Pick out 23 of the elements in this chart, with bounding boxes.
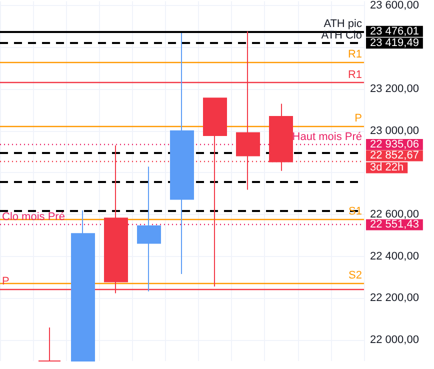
- ref-line-label: R1: [348, 69, 362, 82]
- y-tick-label: 23 000,00: [370, 124, 419, 137]
- candlestick: [170, 32, 194, 274]
- y-tick-label: 23 200,00: [370, 83, 419, 96]
- y-tick-label: 22 200,00: [370, 292, 419, 304]
- candlestick: [71, 210, 95, 362]
- y-tick-label: 23 476,01: [370, 25, 419, 38]
- ref-line-label: R1: [348, 48, 362, 61]
- y-tick-label: 22 400,00: [370, 250, 419, 262]
- ref-line-label: P: [354, 112, 362, 125]
- y-tick-label: 23 419,49: [370, 37, 419, 50]
- y-tick-label: 22 600,00: [370, 208, 419, 221]
- y-tick-label: 22 852,67 3d 22h: [370, 150, 419, 174]
- y-tick-label: 23 600,00: [370, 0, 419, 12]
- y-tick-label: 22 935,06: [370, 138, 419, 150]
- candlestick: [38, 327, 61, 362]
- candlestick: [137, 166, 161, 292]
- ref-line-label: Haut mois Pré: [292, 130, 362, 143]
- ref-line-label: ATH Clo: [321, 30, 362, 42]
- y-tick-label: 22 551,43: [370, 218, 419, 231]
- ref-line-label: ATH pic: [324, 18, 362, 30]
- y-tick-label: 22 000,00: [370, 334, 419, 346]
- ref-line-label: S2: [348, 269, 362, 282]
